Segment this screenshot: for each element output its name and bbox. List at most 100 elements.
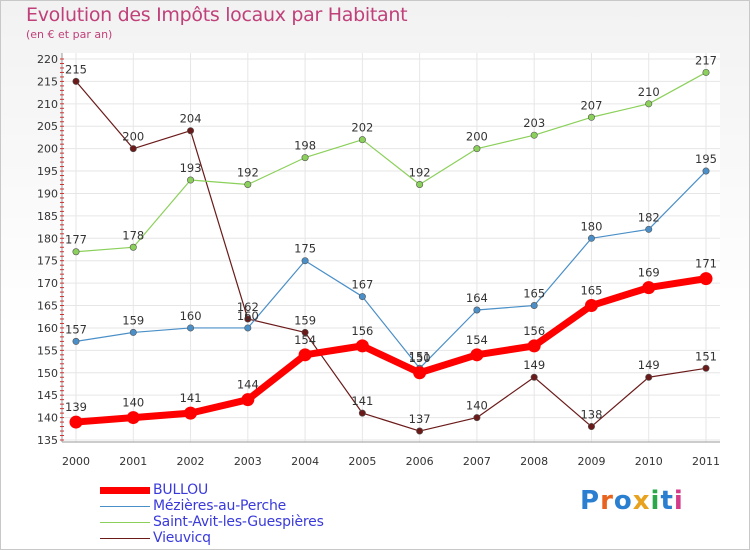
data-label-BULLOU: 140 bbox=[122, 396, 144, 410]
data-point-Vieuvicq bbox=[473, 414, 481, 422]
data-point-BULLOU bbox=[699, 272, 713, 286]
x-tick-label: 2000 bbox=[62, 455, 90, 468]
data-point-SaintAvit bbox=[358, 136, 366, 144]
data-point-Mezieres bbox=[301, 257, 309, 265]
x-tick-label: 2010 bbox=[635, 455, 663, 468]
legend-item: Vieuvicq bbox=[100, 530, 324, 546]
y-tick-label: 215 bbox=[37, 75, 58, 88]
data-point-Vieuvicq bbox=[244, 315, 252, 323]
legend-swatch bbox=[100, 486, 150, 494]
data-label-BULLOU: 156 bbox=[351, 324, 373, 338]
data-label-Mezieres: 182 bbox=[638, 210, 660, 224]
data-label-Mezieres: 195 bbox=[695, 152, 717, 166]
data-point-Mezieres bbox=[72, 337, 80, 345]
data-point-Vieuvicq bbox=[301, 328, 309, 336]
data-point-SaintAvit bbox=[702, 68, 710, 76]
data-point-BULLOU bbox=[298, 348, 312, 362]
legend-swatch bbox=[100, 537, 150, 539]
data-point-SaintAvit bbox=[645, 100, 653, 108]
data-label-Vieuvicq: 141 bbox=[351, 394, 373, 408]
data-label-BULLOU: 165 bbox=[580, 284, 602, 298]
legend-swatch bbox=[100, 521, 150, 523]
legend-label: Vieuvicq bbox=[153, 530, 211, 546]
series-line-Mezieres bbox=[75, 170, 707, 369]
data-label-BULLOU: 154 bbox=[294, 333, 316, 347]
data-label-BULLOU: 150 bbox=[409, 351, 431, 365]
data-point-Mezieres bbox=[244, 324, 252, 332]
data-label-BULLOU: 144 bbox=[237, 378, 259, 392]
data-point-Vieuvicq bbox=[187, 127, 195, 135]
data-label-SaintAvit: 207 bbox=[580, 98, 602, 112]
series-line-Vieuvicq bbox=[75, 81, 707, 432]
data-point-Mezieres bbox=[702, 167, 710, 175]
y-tick-label: 190 bbox=[37, 187, 58, 200]
data-label-SaintAvit: 198 bbox=[294, 139, 316, 153]
data-point-Mezieres bbox=[473, 306, 481, 314]
y-tick-label: 135 bbox=[37, 434, 58, 447]
data-point-BULLOU bbox=[642, 281, 656, 295]
data-point-SaintAvit bbox=[530, 131, 538, 139]
y-tick-label: 205 bbox=[37, 120, 58, 133]
data-label-SaintAvit: 210 bbox=[638, 85, 660, 99]
data-point-Vieuvicq bbox=[645, 373, 653, 381]
legend-item: Mézières-au-Perche bbox=[100, 498, 324, 514]
data-point-Vieuvicq bbox=[358, 409, 366, 417]
data-point-BULLOU bbox=[69, 415, 83, 429]
data-point-SaintAvit bbox=[416, 181, 424, 189]
y-tick-label: 150 bbox=[37, 367, 58, 380]
legend-item: BULLOU bbox=[100, 482, 324, 498]
brand-letter: i bbox=[650, 486, 661, 516]
y-tick-label: 170 bbox=[37, 277, 58, 290]
data-point-Vieuvicq bbox=[587, 423, 595, 431]
data-point-Vieuvicq bbox=[129, 145, 137, 153]
x-tick-label: 2006 bbox=[406, 455, 434, 468]
data-label-Mezieres: 165 bbox=[523, 287, 545, 301]
x-tick-label: 2001 bbox=[119, 455, 147, 468]
data-label-Mezieres: 175 bbox=[294, 242, 316, 256]
data-point-Mezieres bbox=[129, 328, 137, 336]
data-point-Vieuvicq bbox=[702, 364, 710, 372]
data-point-Mezieres bbox=[187, 324, 195, 332]
data-point-BULLOU bbox=[584, 299, 598, 313]
series-line-BULLOU bbox=[75, 275, 707, 426]
brand-letter: x bbox=[632, 486, 651, 516]
data-point-SaintAvit bbox=[72, 248, 80, 256]
data-label-Vieuvicq: 149 bbox=[523, 358, 545, 372]
data-label-BULLOU: 156 bbox=[523, 324, 545, 338]
y-tick-label: 140 bbox=[37, 412, 58, 425]
data-label-BULLOU: 139 bbox=[65, 400, 87, 414]
data-label-SaintAvit: 193 bbox=[180, 161, 202, 175]
data-label-SaintAvit: 192 bbox=[409, 166, 431, 180]
data-point-Mezieres bbox=[530, 302, 538, 310]
data-label-SaintAvit: 203 bbox=[523, 116, 545, 130]
y-tick-label: 155 bbox=[37, 344, 58, 357]
data-point-BULLOU bbox=[527, 339, 541, 353]
data-point-Mezieres bbox=[587, 234, 595, 242]
x-tick-label: 2009 bbox=[577, 455, 605, 468]
brand-letter: r bbox=[600, 486, 614, 516]
data-label-Vieuvicq: 138 bbox=[580, 408, 602, 422]
data-point-BULLOU bbox=[470, 348, 484, 362]
y-tick-label: 185 bbox=[37, 210, 58, 223]
legend-item: Saint-Avit-les-Guespières bbox=[100, 514, 324, 530]
brand-text: Proxiti bbox=[580, 486, 684, 516]
data-label-Mezieres: 159 bbox=[122, 313, 144, 327]
x-tick-label: 2004 bbox=[291, 455, 319, 468]
plot-area bbox=[62, 53, 720, 442]
data-point-Vieuvicq bbox=[416, 427, 424, 435]
data-point-SaintAvit bbox=[244, 181, 252, 189]
chart-title: Evolution des Impôts locaux par Habitant bbox=[26, 4, 408, 26]
data-label-Vieuvicq: 204 bbox=[180, 112, 202, 126]
data-point-Mezieres bbox=[358, 293, 366, 301]
x-tick-label: 2003 bbox=[234, 455, 262, 468]
y-tick-label: 210 bbox=[37, 98, 58, 111]
series-line-SaintAvit bbox=[75, 71, 707, 253]
data-point-BULLOU bbox=[355, 339, 369, 353]
y-tick-label: 165 bbox=[37, 300, 58, 313]
x-tick-label: 2008 bbox=[520, 455, 548, 468]
data-label-SaintAvit: 217 bbox=[695, 53, 717, 67]
data-point-SaintAvit bbox=[301, 154, 309, 162]
data-label-Mezieres: 160 bbox=[180, 309, 202, 323]
chart-subtitle: (en € et par an) bbox=[26, 28, 113, 41]
